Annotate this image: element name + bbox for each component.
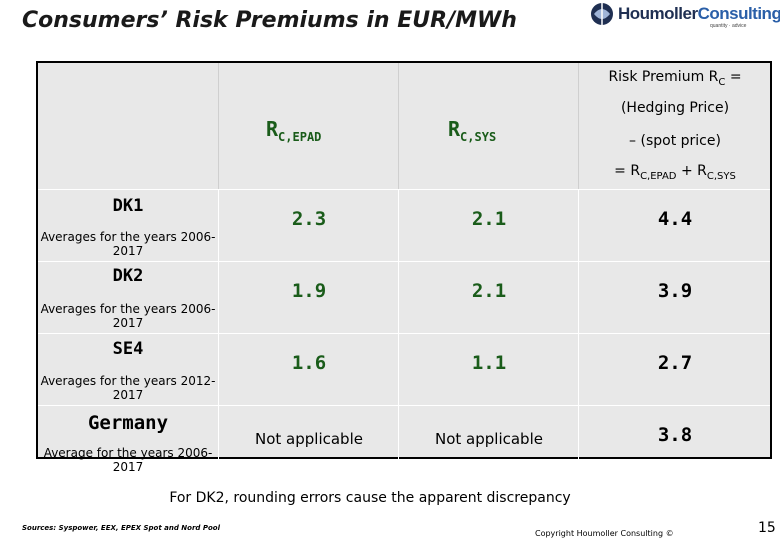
r-c-epad-cell: Not applicable	[218, 406, 399, 478]
r-c-sys-value: 2.1	[471, 208, 507, 230]
risk-premium-cell: 4.4	[578, 190, 771, 262]
region-cell: Germany Average for the years 2006-2017	[38, 406, 218, 478]
copyright-note: Copyright Houmoller Consulting ©	[535, 529, 674, 538]
table-row-dk2: DK2 Averages for the years 2006-2017 1.9…	[38, 261, 770, 334]
period-label: Averages for the years 2006-2017	[40, 230, 216, 258]
r-c-sys-value: Not applicable	[435, 430, 543, 448]
r-c-epad-value: 2.3	[291, 208, 327, 230]
region-label: SE4	[112, 339, 144, 359]
company-logo: HoumollerConsulting quantity · advice	[590, 2, 780, 32]
region-cell: DK2 Averages for the years 2006-2017	[38, 262, 218, 334]
region-cell: SE4 Averages for the years 2012-2017	[38, 334, 218, 406]
period-label: Averages for the years 2012-2017	[40, 374, 216, 402]
r-c-epad-cell: 1.6	[218, 334, 399, 406]
risk-premium-line4: = RC,EPAD + RC,SYS	[614, 163, 736, 182]
risk-premium-value: 3.9	[657, 280, 693, 302]
table-row-dk1: DK1 Averages for the years 2006-2017 2.3…	[38, 189, 770, 262]
header-risk-premium-definition: Risk Premium RC = (Hedging Price) – (spo…	[578, 63, 772, 189]
risk-premium-value: 3.8	[657, 424, 693, 446]
risk-premium-line2: (Hedging Price)	[620, 100, 730, 116]
period-label: Average for the years 2006-2017	[43, 446, 213, 474]
header-empty-cell	[38, 63, 219, 189]
r-c-sys-cell: 2.1	[398, 190, 579, 262]
risk-premium-line3: – (spot price)	[629, 133, 721, 149]
risk-premium-value: 2.7	[657, 352, 693, 374]
table-row-germany: Germany Average for the years 2006-2017 …	[38, 405, 770, 478]
slide-title: Consumers’ Risk Premiums in EUR/MWh	[22, 8, 517, 33]
r-c-sys-cell: Not applicable	[398, 406, 579, 478]
risk-premium-cell: 3.8	[578, 406, 771, 478]
r-c-epad-cell: 2.3	[218, 190, 399, 262]
r-c-sys-value: 2.1	[471, 280, 507, 302]
risk-premium-table: RC,EPAD RC,SYS Risk Premium RC = (Hedgin…	[36, 61, 772, 478]
r-c-sys-cell: 1.1	[398, 334, 579, 406]
sources-note: Sources: Syspower, EEX, EPEX Spot and No…	[22, 524, 221, 532]
risk-premium-value: 4.4	[657, 208, 693, 230]
page-number: 15	[758, 520, 776, 536]
header-r-c-sys: RC,SYS	[398, 63, 579, 189]
r-c-sys-cell: 2.1	[398, 262, 579, 334]
logo-globe-icon	[591, 3, 613, 25]
r-c-sys-value: 1.1	[471, 352, 507, 374]
r-c-epad-value: 1.9	[291, 280, 327, 302]
region-label: Germany	[87, 412, 169, 434]
region-label: DK2	[112, 266, 144, 286]
footnote: For DK2, rounding errors cause the appar…	[169, 490, 571, 506]
region-cell: DK1 Averages for the years 2006-2017	[38, 190, 218, 262]
logo-tagline: quantity · advice	[710, 23, 747, 29]
region-label: DK1	[112, 196, 144, 216]
risk-premium-cell: 3.9	[578, 262, 771, 334]
r-c-epad-value: Not applicable	[255, 430, 363, 448]
r-c-epad-value: 1.6	[291, 352, 327, 374]
r-c-epad-cell: 1.9	[218, 262, 399, 334]
table-row-se4: SE4 Averages for the years 2012-2017 1.6…	[38, 333, 770, 406]
header-r-c-epad: RC,EPAD	[218, 63, 399, 189]
risk-premium-line1: Risk Premium RC =	[608, 69, 742, 88]
risk-premium-cell: 2.7	[578, 334, 771, 406]
logo-wordmark: HoumollerConsulting	[618, 4, 780, 23]
period-label: Averages for the years 2006-2017	[40, 302, 216, 330]
